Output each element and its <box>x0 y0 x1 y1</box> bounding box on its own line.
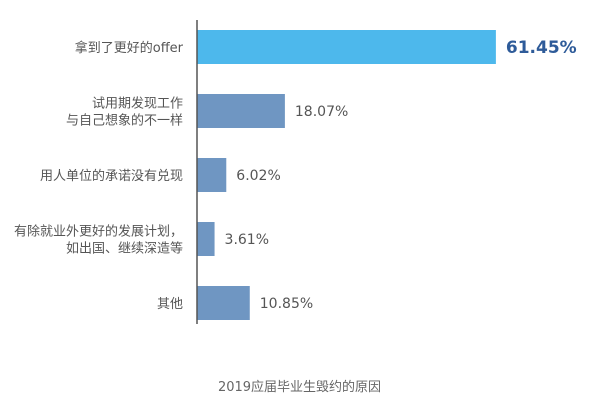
data-label-2: 6.02% <box>236 168 280 184</box>
bar-3 <box>197 222 215 256</box>
bar-2 <box>197 158 227 192</box>
category-label-1: 试用期发现工作与自己想象的不一样 <box>66 96 183 129</box>
data-label-1: 18.07% <box>295 104 348 120</box>
category-label-4: 其他 <box>157 297 183 312</box>
category-label-2: 用人单位的承诺没有兑现 <box>40 168 183 184</box>
data-label-3: 3.61% <box>225 232 269 248</box>
chart-caption: 2019应届毕业生毁约的原因 <box>217 380 382 395</box>
category-label-3: 有除就业外更好的发展计划，如出国、继续深造等 <box>14 224 183 257</box>
bar-0 <box>197 30 496 64</box>
bar-4 <box>197 286 250 320</box>
data-label-4: 10.85% <box>260 296 313 312</box>
bar-1 <box>197 94 285 128</box>
category-label-0: 拿到了更好的offer <box>75 40 184 56</box>
data-label-0: 61.45% <box>506 38 577 58</box>
